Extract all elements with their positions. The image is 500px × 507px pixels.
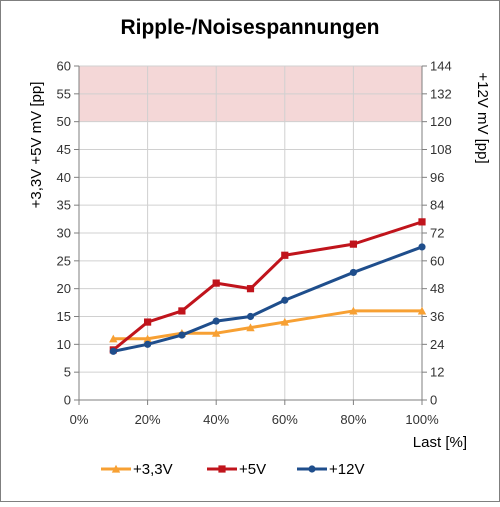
legend-marker-5v [218, 465, 226, 473]
legend: +3,3V +5V +12V [101, 461, 364, 478]
y-axis-right-title: +12V mV [pp] [474, 72, 491, 163]
data-point-3-3v [109, 334, 118, 343]
data-point-12v [349, 268, 357, 277]
data-point-12v [144, 340, 152, 348]
y-right-tick-label: 60 [430, 253, 444, 268]
data-point-3-3v [246, 323, 255, 332]
y-right-tick-label: 12 [430, 365, 444, 380]
y-right-tick-label: 48 [430, 281, 444, 296]
x-tick-label: 100% [405, 412, 439, 427]
series-5v [109, 218, 426, 354]
y-left-tick-label: 15 [57, 309, 71, 324]
x-tick-label: 60% [272, 412, 298, 427]
y-left-tick-label: 20 [57, 281, 71, 296]
y-right-tick-label: 108 [430, 142, 452, 157]
series-line-5v [112, 220, 423, 352]
y-right-tick-label: 0 [430, 393, 437, 408]
y-left-tick-label: 5 [64, 365, 71, 380]
axes-layer: 0 5 10 15 20 25 30 35 40 45 50 55 60 0 12 24 36 48 60 72 84 9… [57, 59, 452, 428]
x-tick-label: 20% [135, 412, 161, 427]
data-point-5v [349, 240, 357, 248]
x-axis-title: Last [%] [413, 434, 467, 451]
y-left-tick-label: 30 [57, 226, 71, 241]
x-tick-label: 0% [70, 412, 89, 427]
series-layer [109, 218, 427, 355]
y-right-tick-label: 84 [430, 198, 444, 213]
data-point-3-3v [349, 306, 358, 315]
series-line-3-3v [113, 309, 422, 341]
data-point-5v [246, 285, 255, 293]
y-right-tick-label: 144 [430, 59, 452, 74]
y-left-tick-label: 35 [57, 198, 71, 213]
series-line-12v [113, 245, 423, 353]
data-point-3-3v [143, 334, 152, 343]
legend-marker-3-3v [111, 464, 121, 473]
legend-item-3-3v: +3,3V [101, 461, 173, 478]
y-left-tick-label: 10 [57, 337, 71, 352]
y-right-tick-label: 36 [430, 309, 444, 324]
data-point-5v [212, 279, 220, 287]
legend-label-12v: +12V [329, 461, 364, 478]
data-point-3-3v [417, 306, 427, 315]
data-point-12v [212, 317, 220, 325]
data-point-12v [281, 296, 289, 304]
legend-label-3-3v: +3,3V [133, 461, 173, 478]
y-left-tick-label: 40 [57, 170, 71, 185]
legend-label-5v: +5V [239, 461, 266, 478]
data-point-5v [144, 318, 152, 326]
data-point-12v [246, 312, 255, 321]
y-axis-left-title: +3,3V +5V mV [pp] [28, 82, 45, 209]
y-right-tick-label: 24 [430, 337, 444, 352]
y-left-tick-label: 50 [57, 114, 71, 129]
x-tick-label: 40% [203, 412, 229, 427]
y-left-tick-label: 60 [57, 59, 71, 74]
y-right-tick-label: 96 [430, 170, 444, 185]
y-right-tick-label: 72 [430, 226, 444, 241]
y-right-tick-label: 132 [430, 86, 452, 101]
data-point-3-3v [212, 329, 221, 337]
legend-item-5v: +5V [207, 461, 266, 478]
data-point-5v [178, 307, 186, 315]
y-left-tick-label: 55 [57, 86, 71, 101]
series-3-3v [109, 306, 427, 343]
data-point-5v [281, 251, 289, 259]
y-left-tick-label: 45 [57, 142, 71, 157]
chart-title: Ripple-/Noisespannungen [120, 16, 379, 39]
series-12v [109, 243, 426, 355]
data-point-12v [109, 347, 117, 355]
legend-item-12v: +12V [297, 461, 364, 478]
y-left-tick-label: 0 [64, 393, 71, 408]
data-point-12v [418, 243, 426, 251]
x-tick-label: 80% [340, 412, 366, 427]
y-right-tick-label: 120 [430, 114, 452, 129]
y-left-tick-label: 25 [57, 253, 71, 268]
data-point-5v [418, 218, 426, 226]
data-point-3-3v [280, 317, 289, 326]
data-point-12v [178, 331, 186, 339]
grid-layer [78, 65, 423, 401]
legend-marker-12v [308, 465, 316, 473]
